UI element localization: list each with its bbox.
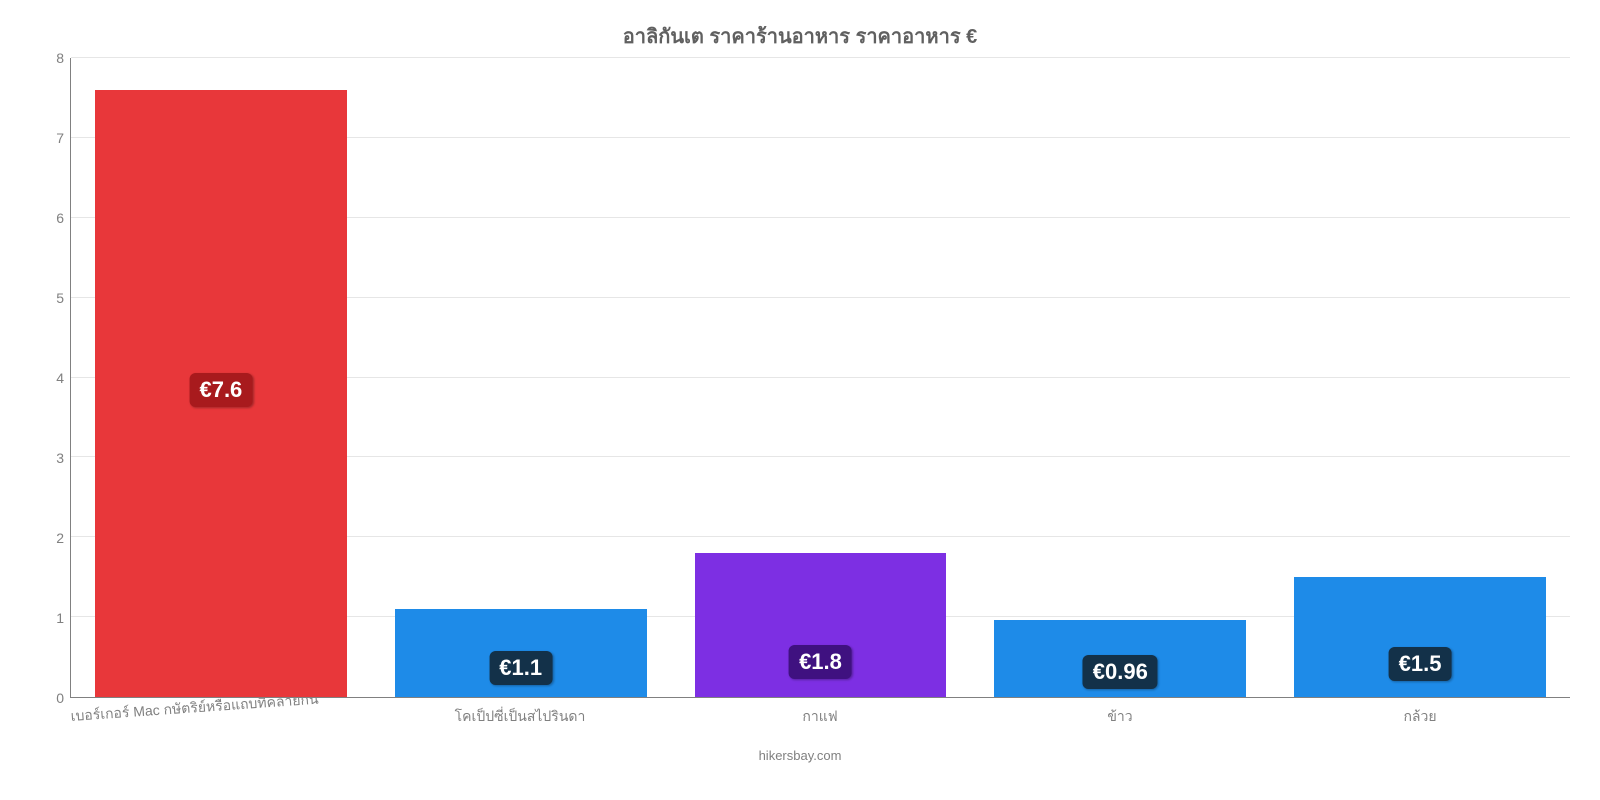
attribution-text: hikersbay.com xyxy=(30,748,1570,763)
value-badge: €1.1 xyxy=(489,651,552,685)
y-tick-label: 1 xyxy=(56,610,64,626)
value-badge: €1.8 xyxy=(789,645,852,679)
bar-slot: €1.1 xyxy=(371,58,671,697)
bar: €1.8 xyxy=(695,553,947,697)
x-axis-label: โคเป็ปซี่เป็นสไปรินดา xyxy=(455,706,586,728)
y-tick-label: 3 xyxy=(56,450,64,466)
bar-container: €7.6 €1.1 €1.8 €0.96 €1.5 xyxy=(71,58,1570,697)
y-tick-label: 0 xyxy=(56,690,64,706)
x-axis-label: กาแฟ xyxy=(802,706,837,728)
x-axis-labels: เบอร์เกอร์ Mac กษัตริย์หรือแถบที่คล้ายกั… xyxy=(70,698,1570,740)
x-label-slot: กาแฟ xyxy=(670,698,970,740)
price-bar-chart: อาลิกันเต ราคาร้านอาหาร ราคาอาหาร € 0 1 2 3… xyxy=(0,0,1600,800)
plot-row: 012345678 €7.6€1.1€1.8€0.96€1.5 xyxy=(30,58,1570,698)
x-label-slot: กล้วย xyxy=(1270,698,1570,740)
bar-slot: €1.8 xyxy=(671,58,971,697)
y-tick-label: 4 xyxy=(56,370,64,386)
bar: €0.96 xyxy=(994,620,1246,697)
bar-slot: €7.6 xyxy=(71,58,371,697)
y-tick-label: 6 xyxy=(56,210,64,226)
y-tick-label: 5 xyxy=(56,290,64,306)
x-axis-label: กล้วย xyxy=(1403,706,1436,728)
y-tick-label: 7 xyxy=(56,130,64,146)
y-tick-label: 8 xyxy=(56,50,64,66)
bar: €1.1 xyxy=(395,609,647,697)
y-axis: 012345678 xyxy=(30,58,70,698)
plot-area: €7.6 €1.1 €1.8 €0.96 €1.5 xyxy=(70,58,1570,698)
x-label-slot: ข้าว xyxy=(970,698,1270,740)
value-badge: €1.5 xyxy=(1389,647,1452,681)
value-badge: €0.96 xyxy=(1083,655,1158,689)
value-badge: €7.6 xyxy=(189,373,252,407)
chart-title: อาลิกันเต ราคาร้านอาหาร ราคาอาหาร € xyxy=(30,20,1570,52)
bar: €7.6 xyxy=(95,90,347,697)
x-label-slot: โคเป็ปซี่เป็นสไปรินดา xyxy=(370,698,670,740)
bar-slot: €0.96 xyxy=(970,58,1270,697)
y-tick-label: 2 xyxy=(56,530,64,546)
bar: €1.5 xyxy=(1294,577,1546,697)
x-axis-label: ข้าว xyxy=(1107,706,1132,728)
x-label-slot: เบอร์เกอร์ Mac กษัตริย์หรือแถบที่คล้ายกั… xyxy=(70,698,370,740)
bar-slot: €1.5 xyxy=(1270,58,1570,697)
